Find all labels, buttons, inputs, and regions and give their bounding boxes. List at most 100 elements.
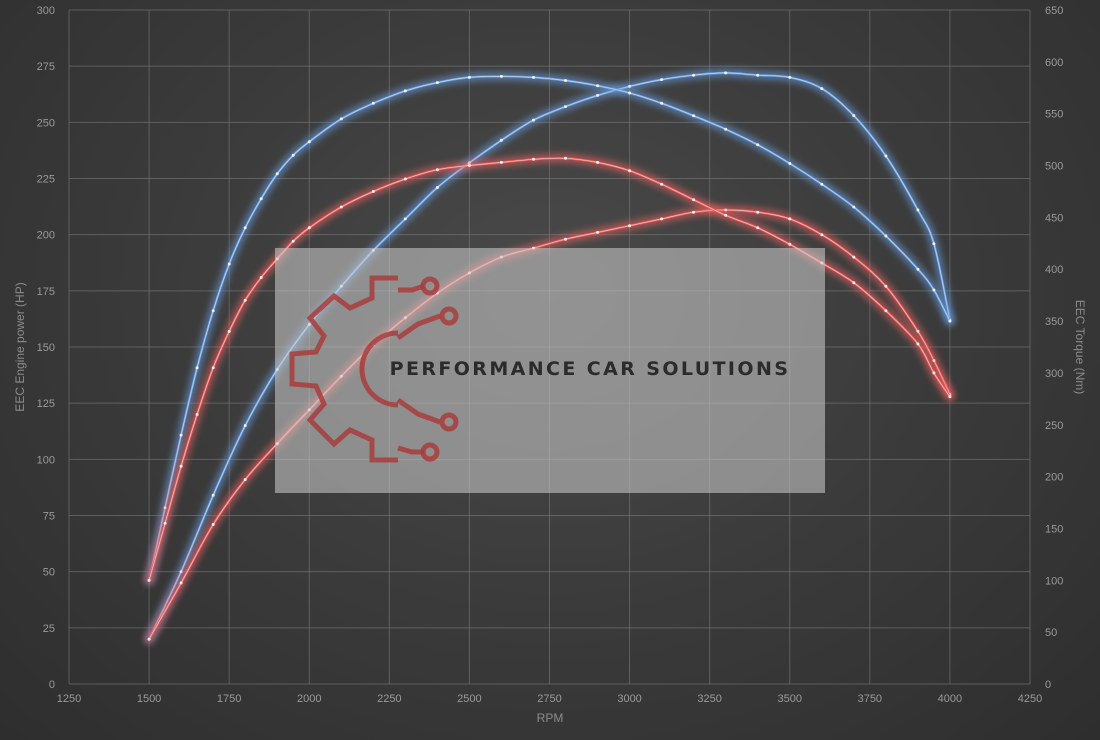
data-point <box>852 255 856 259</box>
data-point <box>403 217 407 221</box>
data-point <box>275 172 279 176</box>
data-point <box>195 412 199 416</box>
data-point <box>948 395 952 399</box>
data-point <box>499 160 503 164</box>
gear-logo-icon <box>289 275 459 463</box>
data-point <box>259 197 263 201</box>
data-point <box>628 224 632 228</box>
data-point <box>147 637 151 641</box>
data-point <box>195 366 199 370</box>
data-point <box>467 75 471 79</box>
data-point <box>660 78 664 82</box>
series-2-blue-right <box>144 71 955 585</box>
data-point <box>291 153 295 157</box>
data-point <box>211 366 215 370</box>
y-right-tick-label-12: 600 <box>1045 57 1063 69</box>
data-point <box>259 276 263 279</box>
data-point <box>932 371 936 375</box>
data-point <box>227 329 231 333</box>
x-tick-label-2: 1750 <box>217 693 241 705</box>
y-left-axis-title: EEC Engine power (HP) <box>13 282 27 411</box>
data-point <box>692 210 696 214</box>
data-point <box>884 309 888 313</box>
data-point <box>211 309 215 313</box>
y-left-tick-label-5: 125 <box>37 398 55 410</box>
data-point <box>435 168 439 172</box>
y-right-tick-label-0: 0 <box>1045 679 1051 691</box>
data-point <box>884 154 888 158</box>
data-point <box>660 217 664 221</box>
data-point <box>692 114 696 118</box>
y-left-tick-label-7: 175 <box>37 286 55 298</box>
y-left-tick-labels: 0 25 50 75 100 125 150 175 200 225 250 275 300 <box>37 5 55 691</box>
y-right-tick-label-13: 650 <box>1045 5 1063 17</box>
data-point <box>532 75 535 79</box>
data-point <box>820 87 824 91</box>
data-point <box>788 75 792 79</box>
data-point <box>243 478 247 482</box>
data-point <box>820 233 824 237</box>
y-left-tick-label-0: 0 <box>49 679 55 691</box>
y-right-tick-label-11: 550 <box>1045 109 1063 121</box>
data-point <box>564 156 567 160</box>
data-point <box>756 143 760 147</box>
data-point <box>628 169 632 173</box>
y-left-tick-label-6: 150 <box>37 342 55 354</box>
x-tick-label-3: 2000 <box>297 693 321 705</box>
data-point <box>852 114 856 118</box>
x-tick-label-11: 4000 <box>938 693 962 705</box>
data-point <box>692 198 696 202</box>
x-tick-label-10: 3750 <box>858 693 882 705</box>
data-point <box>403 177 407 181</box>
x-tick-label-4: 2250 <box>377 693 401 705</box>
y-right-tick-label-5: 250 <box>1045 420 1063 432</box>
y-right-tick-label-4: 200 <box>1045 472 1063 484</box>
watermark-panel <box>275 248 825 493</box>
data-point <box>307 226 311 230</box>
data-point <box>660 101 664 105</box>
data-point <box>596 160 600 164</box>
y-right-tick-label-8: 400 <box>1045 264 1063 276</box>
data-point <box>756 210 760 214</box>
data-point <box>756 226 760 230</box>
y-right-tick-label-2: 100 <box>1045 575 1063 587</box>
watermark-text: PERFORMANCE CAR SOLUTIONS <box>390 358 791 380</box>
y-right-tick-label-1: 50 <box>1045 627 1057 639</box>
data-point <box>948 319 952 323</box>
data-point <box>628 91 632 95</box>
data-point <box>243 424 247 428</box>
data-point <box>532 118 535 122</box>
x-tick-labels: 1250 1500 1750 2000 2250 2500 2750 3000 3250 3500… <box>57 693 1042 705</box>
data-point <box>307 140 311 144</box>
x-tick-label-1: 1500 <box>137 693 161 705</box>
x-tick-label-7: 3000 <box>617 693 641 705</box>
data-point <box>660 182 664 186</box>
y-left-tick-label-9: 225 <box>37 174 55 186</box>
data-point <box>628 84 632 88</box>
data-point <box>227 262 231 266</box>
data-point <box>884 284 888 288</box>
data-point <box>499 74 503 78</box>
data-point <box>932 359 936 362</box>
y-right-axis-title: EEC Torque (Nm) <box>1073 300 1087 394</box>
data-point <box>788 162 792 165</box>
data-point <box>788 217 792 221</box>
data-point <box>932 242 936 246</box>
data-point <box>435 186 439 189</box>
data-point <box>852 205 856 209</box>
y-right-tick-label-6: 300 <box>1045 368 1063 380</box>
data-point <box>916 329 920 333</box>
x-tick-label-6: 2750 <box>537 693 561 705</box>
data-point <box>403 89 407 93</box>
data-point <box>211 493 215 497</box>
x-axis-title: RPM <box>537 711 564 725</box>
y-left-tick-label-8: 200 <box>37 230 55 242</box>
data-point <box>371 190 375 193</box>
y-left-tick-label-2: 50 <box>43 567 55 579</box>
y-left-tick-label-1: 25 <box>43 623 55 635</box>
y-left-tick-label-12: 300 <box>37 5 55 17</box>
data-point <box>564 237 567 241</box>
data-point <box>596 230 600 234</box>
data-point <box>916 208 920 212</box>
